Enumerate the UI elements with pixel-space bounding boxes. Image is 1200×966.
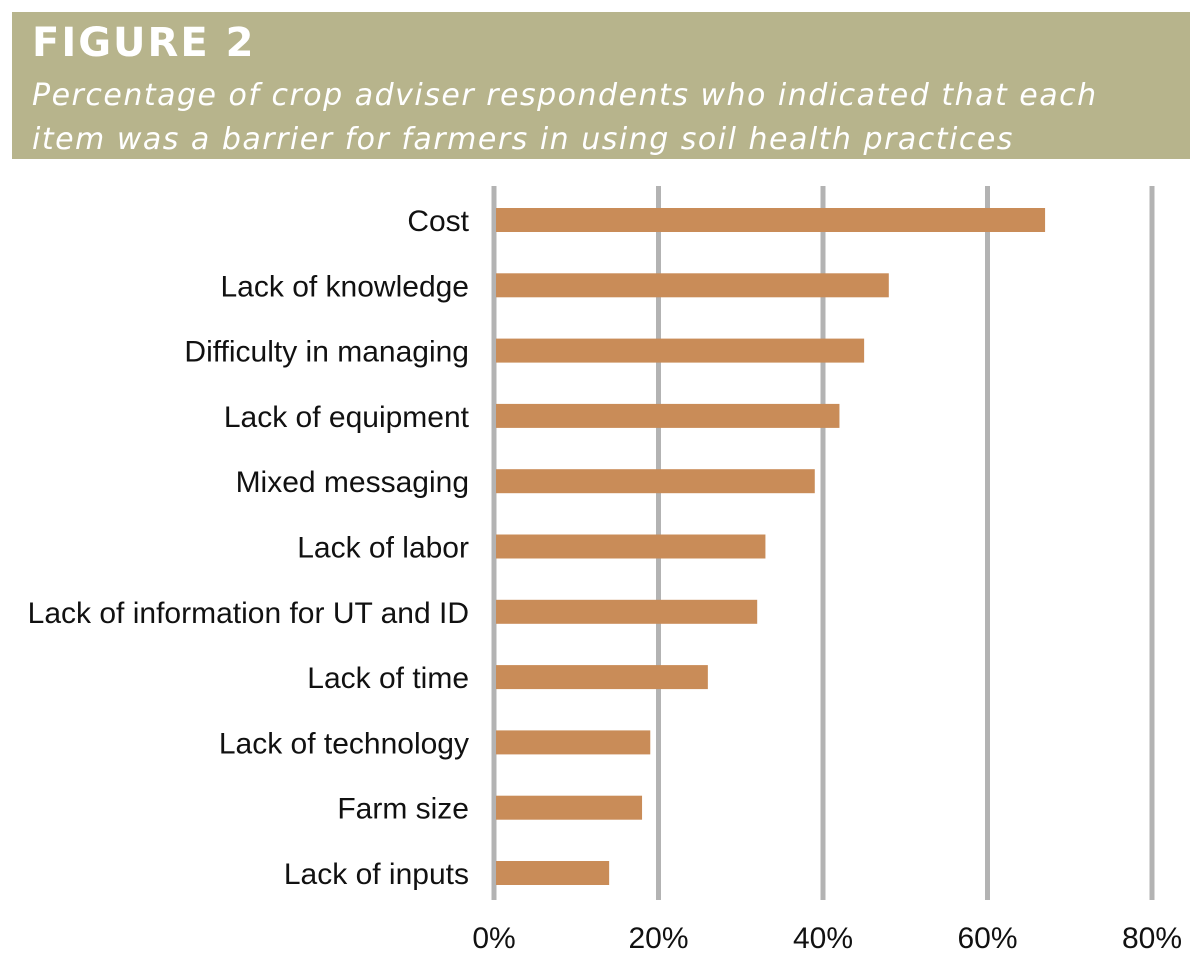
x-tick-label: 0% [472, 922, 515, 955]
category-label: Lack of equipment [224, 401, 470, 434]
bar [496, 273, 889, 298]
bar [496, 795, 643, 820]
category-label: Farm size [337, 793, 469, 826]
bar [496, 469, 815, 494]
category-label: Lack of inputs [284, 858, 469, 891]
category-label: Lack of information for UT and ID [28, 597, 469, 630]
bar [496, 665, 708, 690]
category-label: Lack of time [307, 662, 469, 695]
x-tick-label: 80% [1122, 922, 1182, 955]
bar [496, 338, 865, 363]
figure-header: FIGURE 2 Percentage of crop adviser resp… [12, 12, 1190, 159]
x-tick-label: 40% [793, 922, 853, 955]
bar [496, 403, 840, 428]
category-label: Lack of technology [219, 727, 469, 760]
category-label: Mixed messaging [236, 466, 469, 499]
x-tick-label: 20% [628, 922, 688, 955]
figure-subtitle: Percentage of crop adviser respondents w… [32, 78, 1098, 157]
x-tick-labels: 0% 20% 40% 60% 80% [472, 922, 1182, 955]
bar [496, 534, 766, 559]
category-label: Lack of knowledge [221, 270, 470, 303]
figure-title: FIGURE 2 [32, 20, 256, 66]
bar [496, 861, 610, 885]
category-label: Difficulty in managing [184, 336, 469, 369]
bar [496, 730, 651, 755]
bar [496, 599, 758, 624]
category-labels: Cost Lack of knowledge Difficulty in manag… [28, 205, 470, 891]
bars [496, 208, 1046, 885]
category-label: Cost [407, 205, 469, 238]
bar [496, 208, 1046, 232]
x-tick-label: 60% [957, 922, 1017, 955]
category-label: Lack of labor [297, 532, 469, 565]
